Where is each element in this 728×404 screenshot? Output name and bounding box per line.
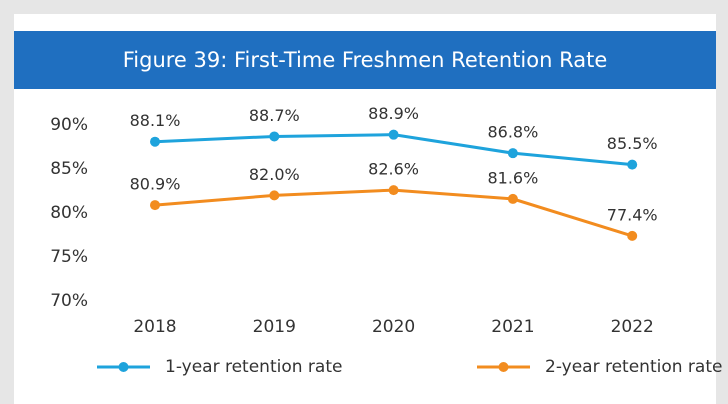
title-banner	[14, 31, 716, 89]
data-point	[269, 190, 280, 201]
x-tick-label: 2019	[253, 317, 296, 337]
data-point	[627, 230, 638, 241]
data-label: 82.6%	[368, 160, 419, 179]
data-label: 81.6%	[487, 168, 538, 187]
data-label: 88.1%	[130, 111, 181, 130]
data-point	[507, 193, 518, 204]
legend-label: 2-year retention rate	[545, 357, 722, 377]
data-label: 88.9%	[368, 104, 419, 123]
chart-title: Figure 39: First-Time Freshmen Retention…	[123, 48, 608, 72]
data-point	[507, 148, 518, 159]
data-point	[388, 129, 399, 140]
data-point	[269, 131, 280, 142]
data-point	[150, 200, 160, 211]
x-tick-label: 2018	[133, 317, 176, 337]
x-tick-label: 2020	[372, 317, 415, 337]
y-tick-label: 70%	[50, 291, 88, 311]
x-tick-label: 2022	[611, 317, 654, 337]
data-label: 80.9%	[130, 175, 181, 194]
data-label: 82.0%	[249, 165, 300, 184]
y-tick-label: 75%	[50, 247, 88, 267]
legend-dot	[498, 362, 509, 372]
legend-label: 1-year retention rate	[165, 357, 342, 377]
y-tick-label: 85%	[50, 159, 88, 179]
data-label: 86.8%	[487, 123, 538, 142]
data-point	[627, 159, 638, 170]
data-point	[150, 136, 160, 147]
data-point	[388, 185, 399, 196]
y-tick-label: 90%	[50, 115, 88, 135]
data-label: 88.7%	[249, 106, 300, 125]
x-tick-label: 2021	[491, 317, 534, 337]
data-label: 77.4%	[607, 205, 658, 224]
data-label: 85.5%	[607, 134, 658, 153]
y-tick-label: 80%	[50, 203, 88, 223]
legend-dot	[118, 362, 129, 372]
